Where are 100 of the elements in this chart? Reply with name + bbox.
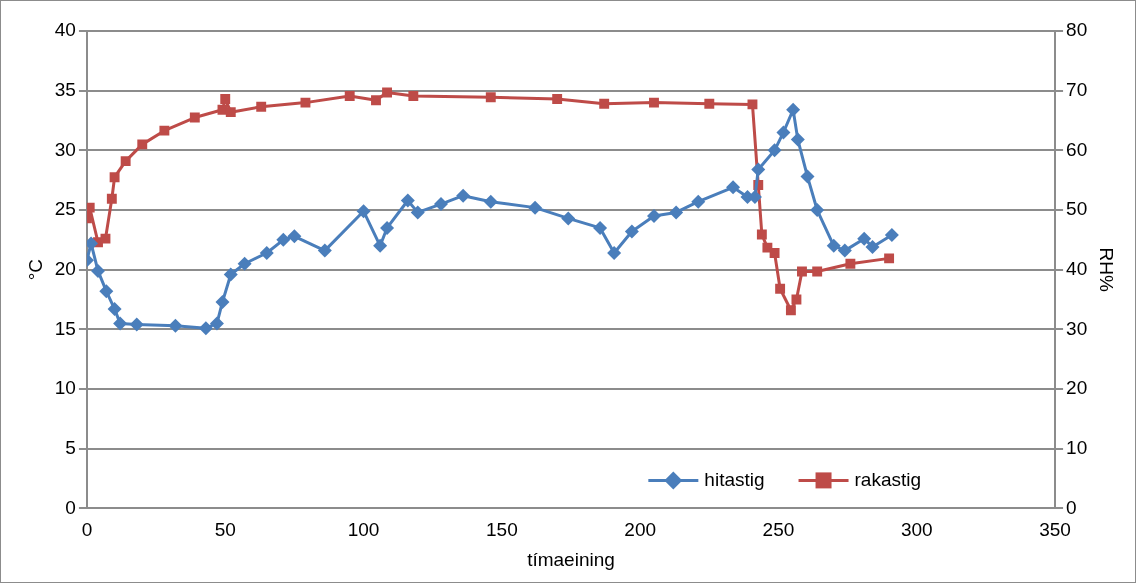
point bbox=[317, 243, 332, 258]
point bbox=[485, 92, 496, 103]
y2-tick-label: 70 bbox=[1066, 78, 1088, 100]
point bbox=[797, 266, 807, 277]
y2-axis-title: RH% bbox=[1096, 247, 1118, 292]
point bbox=[220, 94, 231, 104]
point bbox=[857, 231, 872, 246]
point bbox=[371, 95, 381, 106]
y-tick-label: 30 bbox=[54, 138, 76, 160]
y-tick-label: 25 bbox=[54, 198, 76, 220]
point bbox=[552, 94, 563, 104]
point bbox=[747, 99, 758, 110]
point bbox=[593, 220, 608, 235]
point bbox=[137, 139, 148, 150]
point bbox=[775, 283, 786, 294]
point bbox=[884, 228, 899, 243]
x-tick-label: 150 bbox=[486, 519, 518, 541]
y-tick-label: 20 bbox=[54, 257, 76, 279]
y2-tick-label: 40 bbox=[1066, 257, 1088, 279]
y-tick-label: 10 bbox=[54, 377, 76, 399]
point bbox=[107, 302, 122, 317]
legend-label: hitastig bbox=[704, 468, 765, 490]
y2-tick-label: 50 bbox=[1066, 198, 1088, 220]
point bbox=[456, 188, 471, 203]
y2-tick-label: 60 bbox=[1066, 138, 1088, 160]
point bbox=[528, 200, 543, 215]
point bbox=[884, 253, 895, 264]
y2-tick-label: 30 bbox=[1066, 317, 1088, 339]
point bbox=[599, 98, 610, 109]
x-tick-label: 300 bbox=[900, 519, 933, 541]
legend-label: rakastig bbox=[854, 468, 922, 490]
point bbox=[649, 97, 659, 108]
point bbox=[810, 203, 825, 218]
point bbox=[287, 229, 302, 244]
point bbox=[669, 205, 684, 220]
point bbox=[786, 102, 801, 117]
y2-tick-label: 10 bbox=[1066, 436, 1088, 458]
point bbox=[99, 284, 114, 299]
point bbox=[726, 180, 741, 195]
point bbox=[189, 112, 200, 123]
y-axis-title: °C bbox=[24, 259, 46, 281]
point bbox=[106, 193, 117, 204]
point bbox=[837, 243, 852, 258]
point bbox=[691, 194, 706, 209]
x-axis-title: tímaeining bbox=[527, 548, 615, 570]
point bbox=[168, 318, 183, 333]
point bbox=[223, 267, 238, 282]
point bbox=[276, 232, 291, 247]
point bbox=[382, 87, 393, 98]
point bbox=[225, 107, 236, 118]
y-tick-label: 35 bbox=[54, 78, 76, 100]
point bbox=[433, 197, 448, 212]
point bbox=[826, 238, 841, 253]
point bbox=[215, 294, 230, 309]
point bbox=[209, 316, 224, 331]
point bbox=[300, 97, 311, 108]
point bbox=[776, 125, 791, 140]
point bbox=[756, 229, 767, 240]
point bbox=[109, 172, 120, 183]
point bbox=[237, 256, 252, 271]
point bbox=[373, 238, 388, 253]
point bbox=[767, 143, 782, 158]
point bbox=[624, 224, 639, 239]
point bbox=[356, 204, 371, 219]
point bbox=[561, 211, 576, 226]
point bbox=[845, 258, 856, 269]
point bbox=[483, 194, 498, 209]
x-tick-label: 50 bbox=[214, 519, 236, 541]
y-tick-label: 5 bbox=[65, 436, 76, 458]
point bbox=[344, 91, 355, 101]
point bbox=[751, 162, 766, 177]
x-tick-label: 250 bbox=[762, 519, 795, 541]
point bbox=[408, 91, 419, 101]
point bbox=[800, 169, 815, 184]
point bbox=[812, 266, 823, 277]
y-tick-label: 15 bbox=[54, 317, 76, 339]
point bbox=[865, 240, 880, 255]
point bbox=[86, 236, 99, 251]
point bbox=[86, 202, 95, 213]
point bbox=[259, 245, 274, 260]
x-tick-label: 200 bbox=[624, 519, 656, 541]
point bbox=[791, 294, 802, 305]
point bbox=[607, 245, 622, 260]
point bbox=[100, 233, 111, 244]
point bbox=[646, 208, 661, 223]
point bbox=[91, 263, 105, 278]
point bbox=[256, 101, 267, 112]
point bbox=[380, 220, 395, 235]
x-tick-label: 0 bbox=[81, 519, 93, 541]
y2-tick-label: 80 bbox=[1066, 19, 1088, 41]
y-tick-label: 40 bbox=[54, 19, 76, 41]
point bbox=[400, 193, 415, 208]
y-tick-label: 0 bbox=[65, 496, 76, 518]
point bbox=[129, 317, 144, 332]
point bbox=[159, 125, 170, 136]
y2-tick-label: 20 bbox=[1066, 377, 1088, 399]
point bbox=[113, 316, 128, 331]
point bbox=[704, 98, 715, 109]
x-tick-label: 350 bbox=[1039, 519, 1071, 541]
point bbox=[785, 305, 796, 316]
